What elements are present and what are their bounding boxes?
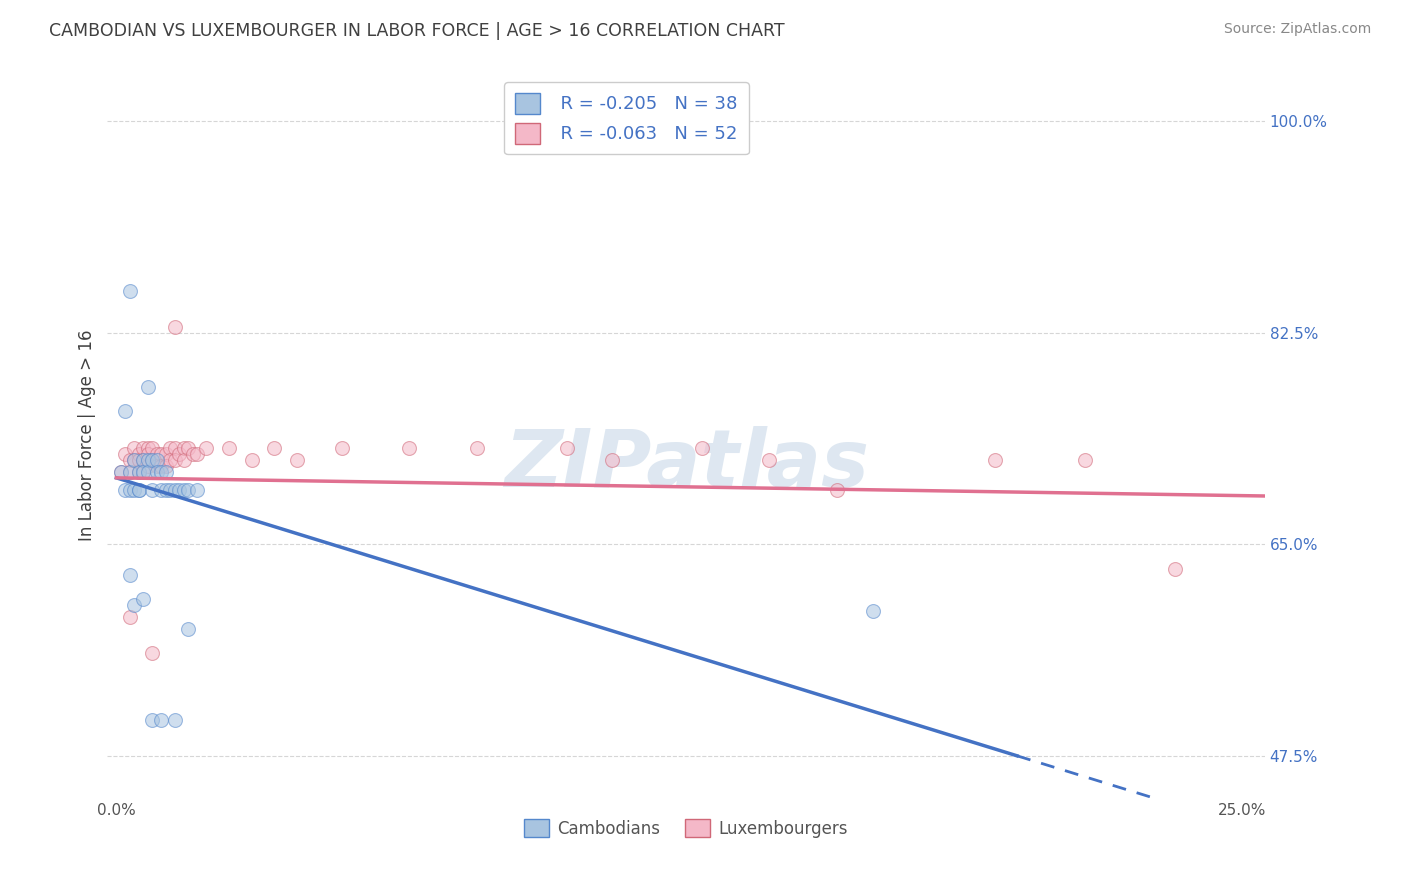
Point — [132, 452, 155, 467]
Text: CAMBODIAN VS LUXEMBOURGER IN LABOR FORCE | AGE > 16 CORRELATION CHART: CAMBODIAN VS LUXEMBOURGER IN LABOR FORCE… — [49, 22, 785, 40]
Point — [163, 452, 186, 467]
Point — [132, 465, 155, 479]
Point — [141, 452, 163, 467]
Point — [159, 483, 181, 497]
Point — [128, 483, 150, 497]
Point — [118, 465, 141, 479]
Point — [150, 465, 173, 479]
Point — [177, 622, 200, 636]
Point — [124, 441, 146, 455]
Point — [124, 598, 146, 612]
Point — [758, 452, 780, 467]
Point — [163, 713, 186, 727]
Point — [141, 713, 163, 727]
Point — [136, 447, 159, 461]
Point — [195, 441, 218, 455]
Point — [110, 465, 132, 479]
Point — [132, 441, 155, 455]
Point — [118, 610, 141, 624]
Point — [155, 465, 177, 479]
Point — [173, 441, 195, 455]
Point — [146, 458, 169, 473]
Point — [186, 483, 208, 497]
Point — [862, 604, 884, 618]
Point — [155, 483, 177, 497]
Point — [132, 465, 155, 479]
Point — [169, 447, 191, 461]
Point — [1073, 452, 1095, 467]
Point — [136, 458, 159, 473]
Point — [118, 452, 141, 467]
Point — [124, 452, 146, 467]
Point — [128, 447, 150, 461]
Point — [159, 441, 181, 455]
Point — [150, 458, 173, 473]
Point — [114, 447, 136, 461]
Point — [181, 447, 204, 461]
Point — [155, 447, 177, 461]
Point — [285, 452, 308, 467]
Point — [136, 465, 159, 479]
Point — [118, 465, 141, 479]
Point — [136, 380, 159, 394]
Point — [124, 452, 146, 467]
Y-axis label: In Labor Force | Age > 16: In Labor Force | Age > 16 — [79, 330, 96, 541]
Point — [555, 441, 578, 455]
Point — [218, 441, 240, 455]
Point — [132, 452, 155, 467]
Point — [177, 441, 200, 455]
Point — [128, 452, 150, 467]
Point — [177, 483, 200, 497]
Point — [128, 465, 150, 479]
Point — [118, 483, 141, 497]
Point — [136, 452, 159, 467]
Legend: Cambodians, Luxembourgers: Cambodians, Luxembourgers — [517, 813, 855, 844]
Point — [141, 452, 163, 467]
Point — [141, 646, 163, 660]
Point — [169, 483, 191, 497]
Point — [128, 483, 150, 497]
Point — [330, 441, 353, 455]
Point — [163, 441, 186, 455]
Point — [146, 447, 169, 461]
Text: Source: ZipAtlas.com: Source: ZipAtlas.com — [1223, 22, 1371, 37]
Point — [163, 319, 186, 334]
Point — [132, 591, 155, 606]
Point — [150, 447, 173, 461]
Point — [146, 465, 169, 479]
Point — [114, 404, 136, 418]
Point — [825, 483, 848, 497]
Point — [118, 284, 141, 298]
Point — [155, 458, 177, 473]
Point — [146, 452, 169, 467]
Point — [114, 483, 136, 497]
Point — [150, 713, 173, 727]
Point — [240, 452, 263, 467]
Point — [124, 483, 146, 497]
Point — [128, 465, 150, 479]
Point — [118, 567, 141, 582]
Point — [600, 452, 623, 467]
Point — [110, 465, 132, 479]
Point — [163, 483, 186, 497]
Point — [159, 452, 181, 467]
Point — [150, 483, 173, 497]
Point — [141, 483, 163, 497]
Point — [141, 441, 163, 455]
Point — [173, 483, 195, 497]
Point — [136, 441, 159, 455]
Point — [1164, 561, 1187, 575]
Text: ZIPatlas: ZIPatlas — [503, 425, 869, 504]
Point — [173, 452, 195, 467]
Point — [690, 441, 713, 455]
Point — [983, 452, 1005, 467]
Point — [263, 441, 285, 455]
Point — [186, 447, 208, 461]
Point — [398, 441, 420, 455]
Point — [465, 441, 488, 455]
